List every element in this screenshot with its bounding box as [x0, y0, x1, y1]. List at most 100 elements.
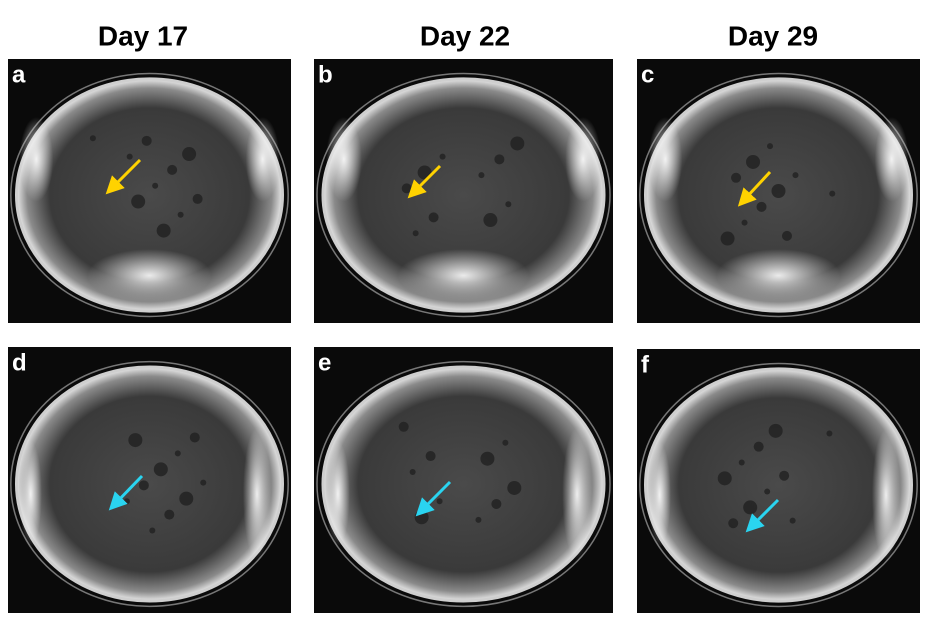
- arrow: [415, 480, 452, 517]
- tissue-spot: [741, 219, 748, 226]
- tissue-spot: [412, 230, 419, 237]
- column-title: Day 22: [420, 20, 510, 51]
- body-section: [14, 77, 285, 313]
- tissue-spot: [89, 135, 96, 142]
- arrow: [108, 474, 144, 511]
- bright-region: [874, 117, 909, 202]
- bright-region: [871, 429, 901, 561]
- tissue-spot: [126, 153, 133, 160]
- tissue-spot: [182, 147, 197, 162]
- tissue-spot: [179, 491, 194, 506]
- tissue-spot: [491, 498, 502, 509]
- mri-panel: d: [8, 347, 291, 613]
- body-section: [321, 365, 606, 603]
- tissue-spot: [743, 500, 758, 515]
- tissue-spot: [153, 462, 168, 477]
- tissue-spot: [428, 212, 439, 223]
- arrow: [407, 164, 442, 199]
- tissue-spot: [177, 211, 184, 218]
- outer-ring: [10, 72, 289, 318]
- body-section: [643, 367, 914, 603]
- mri-panel: b: [314, 59, 613, 323]
- panel-label: f: [641, 351, 650, 378]
- tissue-spot: [425, 451, 436, 462]
- bright-region: [716, 249, 841, 302]
- outer-ring: [639, 362, 918, 608]
- outer-ring: [639, 72, 918, 318]
- tissue-spot: [475, 516, 482, 523]
- tissue-spot: [149, 527, 156, 534]
- tissue-spot: [767, 143, 774, 150]
- tissue-spot: [189, 432, 200, 443]
- arrow: [745, 498, 780, 533]
- tissue-spot: [826, 430, 833, 437]
- column-title: Day 17: [98, 20, 188, 51]
- tissue-spot: [756, 201, 767, 212]
- bright-region: [87, 249, 212, 302]
- tissue-spot: [494, 154, 505, 165]
- tissue-spot: [138, 480, 149, 491]
- tissue-spot: [439, 153, 446, 160]
- panel-label: a: [12, 61, 26, 88]
- bright-region: [648, 442, 671, 548]
- bright-region: [19, 117, 54, 202]
- panel-label: b: [318, 61, 333, 88]
- tissue-spot: [753, 441, 764, 452]
- bright-region: [648, 117, 683, 202]
- tissue-spot: [717, 471, 732, 486]
- tissue-spot: [174, 450, 181, 457]
- tissue-spot: [510, 136, 525, 151]
- tissue-spot: [409, 469, 416, 476]
- bright-region: [242, 427, 272, 561]
- bright-region: [565, 117, 602, 202]
- mri-panel: e: [314, 347, 613, 613]
- column-title: Day 29: [728, 20, 818, 51]
- tissue-spot: [478, 172, 485, 179]
- tissue-spot: [152, 182, 159, 189]
- tissue-spot: [483, 213, 498, 228]
- panel-label: c: [641, 61, 654, 88]
- arrow: [105, 158, 142, 195]
- mri-panel: a: [8, 59, 291, 323]
- bright-region: [19, 440, 42, 548]
- tissue-spot: [436, 498, 443, 505]
- tissue-spot: [792, 172, 799, 179]
- tissue-spot: [771, 184, 786, 198]
- mri-panel: c: [637, 59, 920, 323]
- tissue-spot: [480, 451, 495, 466]
- tissue-spot: [731, 172, 742, 183]
- tissue-spot: [789, 517, 796, 524]
- bright-region: [562, 427, 593, 561]
- tissue-spot: [164, 509, 175, 520]
- tissue-spot: [141, 135, 152, 146]
- tissue-spot: [200, 479, 207, 486]
- body-section: [14, 365, 285, 603]
- tissue-spot: [829, 190, 836, 197]
- tissue-spot: [505, 201, 512, 208]
- arrow: [737, 170, 772, 207]
- tissue-spot: [502, 439, 509, 446]
- tissue-spot: [768, 423, 783, 438]
- tissue-spot: [746, 154, 761, 169]
- tissue-spot: [764, 488, 771, 495]
- outer-ring: [316, 72, 611, 318]
- tissue-spot: [128, 433, 143, 448]
- bright-region: [397, 249, 530, 302]
- panel-label: d: [12, 349, 27, 376]
- bright-region: [325, 117, 362, 202]
- panel-label: e: [318, 349, 331, 376]
- tissue-spot: [398, 421, 409, 432]
- tissue-spot: [192, 193, 203, 204]
- tissue-spot: [167, 164, 178, 175]
- tissue-spot: [781, 230, 792, 241]
- tissue-spot: [131, 194, 146, 209]
- outer-ring: [10, 360, 289, 608]
- tissue-spot: [728, 518, 739, 529]
- mri-panel: f: [637, 349, 920, 613]
- bright-region: [245, 117, 280, 202]
- tissue-spot: [738, 459, 745, 466]
- tissue-spot: [507, 480, 522, 495]
- tissue-spot: [156, 223, 171, 238]
- bright-region: [325, 440, 350, 548]
